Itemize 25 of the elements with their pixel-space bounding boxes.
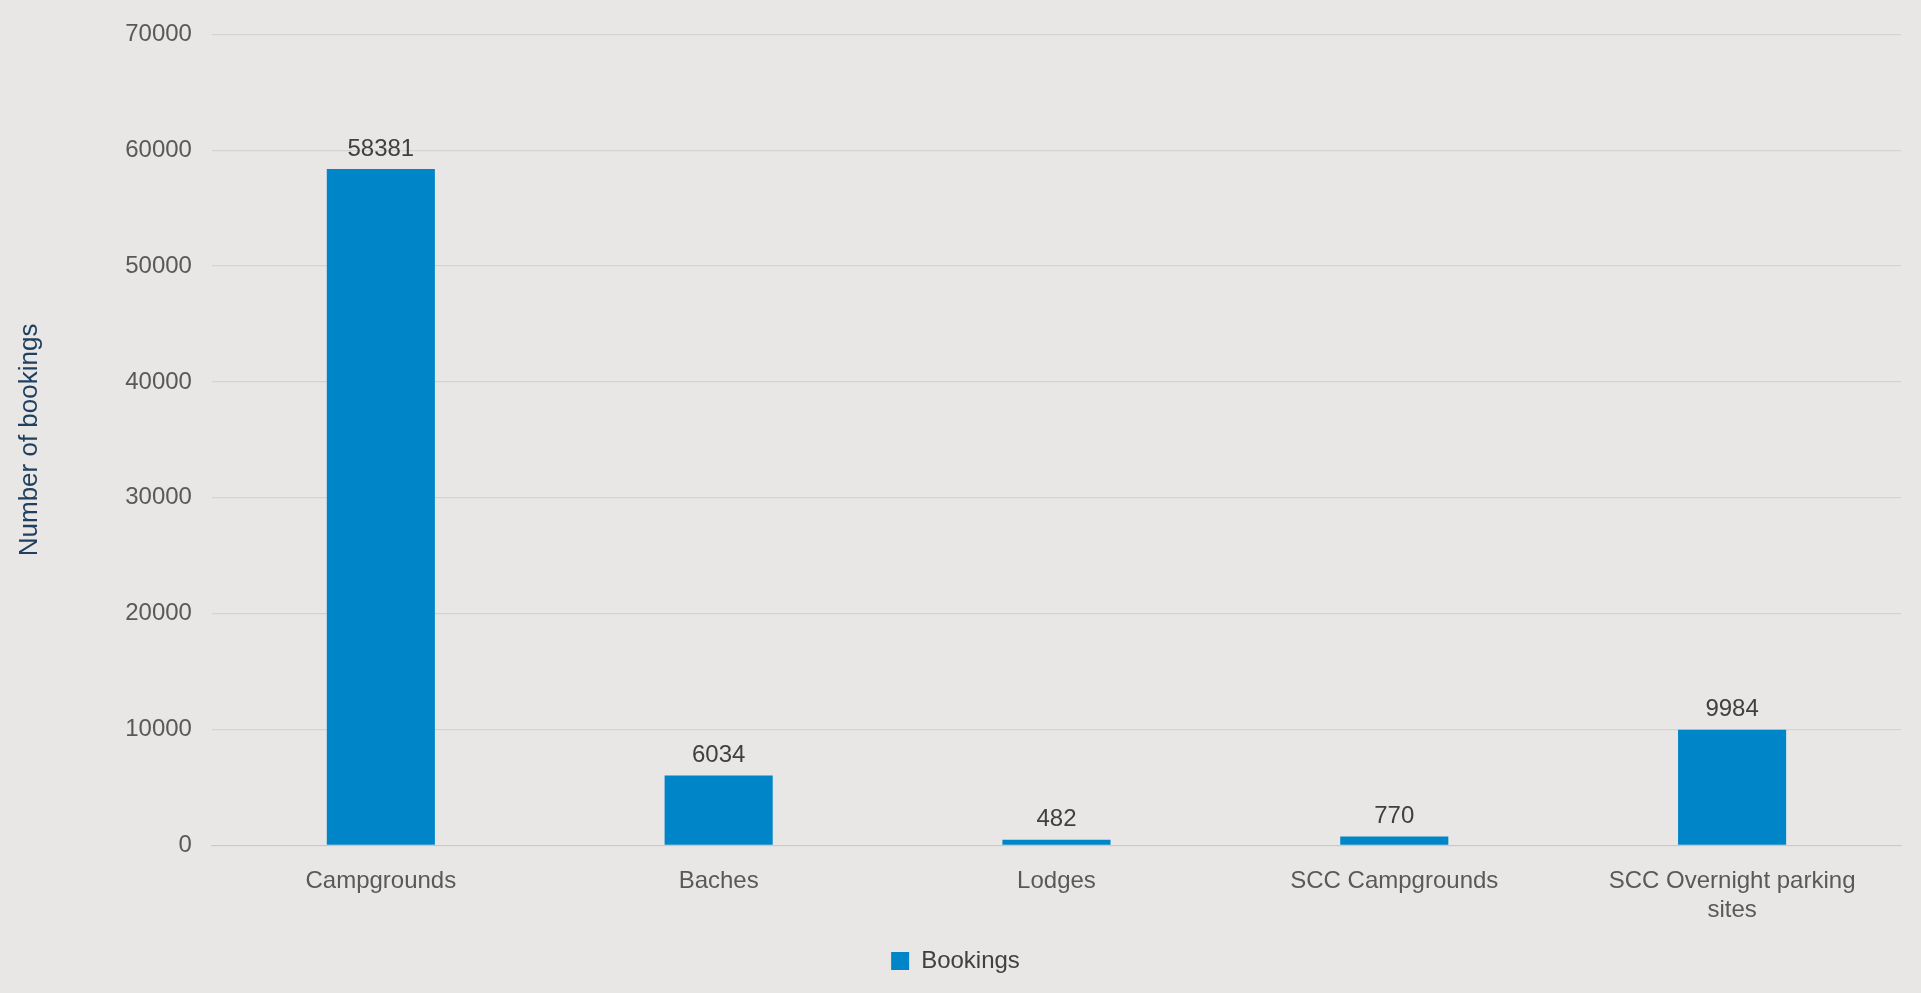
data-label: 9984 [1705,694,1759,722]
data-label: 770 [1374,801,1415,829]
bar [1678,729,1787,845]
y-tick-label: 30000 [125,482,192,510]
bar [664,775,773,845]
y-tick-label: 70000 [125,19,192,47]
x-tick-label: SCC Overnight parking sites [1608,866,1856,923]
data-label: 6034 [691,740,746,768]
y-tick-label: 0 [178,830,192,858]
y-axis-title: Number of bookings [12,323,43,557]
y-tick-label: 60000 [125,134,192,162]
y-tick-label: 40000 [125,366,192,394]
x-tick-label: Lodges [1017,866,1096,894]
y-tick-label: 20000 [125,598,192,626]
x-tick-label: Baches [678,866,759,894]
x-tick-label: Campgrounds [305,866,457,894]
x-tick-label: SCC Campgrounds [1290,866,1499,894]
y-tick-label: 50000 [125,250,192,278]
data-label: 482 [1036,804,1077,832]
bar [1002,839,1111,845]
bar [1340,836,1449,845]
y-tick-label: 10000 [125,714,192,742]
legend-label: Bookings [921,945,1020,973]
bar [326,169,435,845]
data-label: 58381 [347,133,415,161]
